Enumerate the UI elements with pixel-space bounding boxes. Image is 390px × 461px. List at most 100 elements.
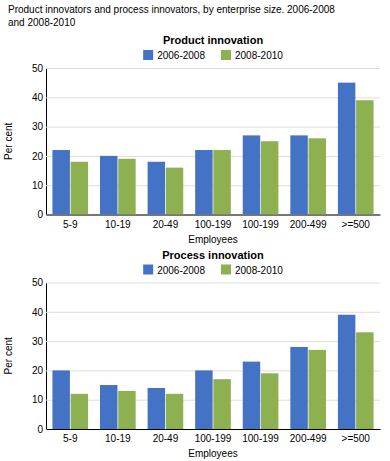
y-axis: 0 10 20 30 40 50 (32, 277, 380, 435)
bar (52, 370, 69, 429)
bar (100, 385, 117, 429)
x-axis-title: Employees (188, 448, 237, 459)
x-tick-label: 10-19 (105, 219, 131, 230)
x-tick-label: >=500 (342, 433, 371, 444)
bar (166, 168, 183, 215)
bar (118, 159, 135, 215)
y-axis-title: Per cent (3, 337, 14, 374)
y-tick-label: 20 (32, 151, 44, 162)
grid-line (46, 341, 380, 342)
legend-label: 2008-2010 (235, 265, 283, 276)
y-axis: 0 10 20 30 40 50 (32, 63, 380, 221)
y-axis-line (46, 283, 47, 430)
y-tick: 50 (32, 63, 380, 74)
legend-item: 2006-2008 (143, 50, 205, 61)
legend-label: 2006-2008 (157, 265, 205, 276)
x-tick-label: 5-9 (63, 219, 78, 230)
x-tick-label: 100-199 (195, 433, 232, 444)
plot: 0 10 20 30 40 50 5-9 10-19 20-49 100-199 100-199 20… (32, 277, 381, 444)
legend-item: 2008-2010 (221, 50, 283, 61)
y-tick: 40 (32, 92, 380, 103)
y-tick-label: 50 (32, 277, 44, 288)
x-tick: 100-199 (195, 215, 232, 230)
bar (290, 135, 307, 214)
bar (243, 135, 260, 214)
bar (338, 315, 355, 429)
legend: 2006-2008 2008-2010 (143, 265, 283, 276)
bar (148, 388, 165, 429)
x-tick: 5-9 (63, 215, 78, 230)
chart-root: Product innovators and process innovator… (0, 0, 390, 461)
legend-swatch (143, 265, 153, 275)
y-tick-label: 0 (37, 424, 43, 435)
y-tick-label: 30 (32, 336, 44, 347)
legend-item: 2006-2008 (143, 265, 205, 276)
bar (52, 150, 69, 214)
y-tick-label: 20 (32, 365, 44, 376)
x-tick-label: 200-499 (290, 433, 327, 444)
legend-label: 2006-2008 (157, 50, 205, 61)
bar (261, 141, 278, 214)
legend-swatch (143, 50, 153, 60)
grid-line (46, 429, 380, 430)
bar (261, 373, 278, 429)
legend-item: 2008-2010 (221, 265, 283, 276)
legend-swatch (221, 50, 231, 60)
x-tick-label: 100-199 (242, 433, 279, 444)
bar (148, 162, 165, 215)
bar (213, 150, 230, 214)
bar (71, 162, 88, 215)
x-axis-title: Employees (188, 234, 237, 245)
y-tick-label: 0 (37, 209, 43, 220)
x-tick-label: 200-499 (290, 219, 327, 230)
grid-line (46, 312, 380, 313)
bar (71, 394, 88, 429)
y-tick: 40 (32, 307, 380, 318)
grid-line (46, 127, 380, 128)
x-tick: >=500 (342, 429, 371, 444)
bar (309, 138, 326, 214)
x-axis-line (47, 215, 381, 216)
y-axis-title: Per cent (3, 122, 14, 159)
plot: 010203040505-910-1920-49100-199100-19920… (32, 63, 381, 230)
y-tick: 30 (32, 121, 380, 132)
grid-line (46, 97, 380, 98)
chart: Product innovation 2006-2008 2008-2010 0 10 2… (3, 34, 381, 245)
x-tick-label: 100-199 (242, 219, 279, 230)
y-axis-line (46, 69, 47, 216)
bar (290, 347, 307, 429)
bar (356, 100, 373, 214)
x-tick-label: 5-9 (63, 433, 78, 444)
bar (356, 332, 373, 429)
bar (213, 379, 230, 429)
grid-line (46, 156, 380, 157)
x-tick-label: >=500 (342, 219, 371, 230)
x-tick: 200-499 (290, 215, 327, 230)
y-tick-label: 10 (32, 180, 44, 191)
bar (118, 391, 135, 429)
grid-line (46, 283, 380, 284)
x-tick: 100-199 (242, 215, 279, 230)
x-tick: 100-199 (195, 429, 232, 444)
chart-title: Process innovation (162, 249, 264, 261)
x-tick-label: 20-49 (153, 433, 179, 444)
grid-line (46, 185, 380, 186)
chart-title: Product innovation (163, 34, 264, 46)
x-tick: 20-49 (153, 429, 179, 444)
bar (195, 370, 212, 429)
x-tick: 5-9 (63, 429, 78, 444)
grid-line (46, 370, 380, 371)
legend-label: 2008-2010 (235, 50, 283, 61)
bar-series (52, 83, 355, 215)
y-tick-label: 30 (32, 121, 44, 132)
x-tick-label: 10-19 (105, 433, 131, 444)
y-tick-label: 40 (32, 92, 44, 103)
x-tick: 10-19 (105, 215, 131, 230)
x-tick-label: 100-199 (195, 219, 232, 230)
y-tick-label: 40 (32, 307, 44, 318)
x-tick: 200-499 (290, 429, 327, 444)
bar (100, 156, 117, 215)
bar-series (71, 332, 374, 429)
y-tick-label: 10 (32, 394, 44, 405)
grid-line (46, 68, 380, 69)
